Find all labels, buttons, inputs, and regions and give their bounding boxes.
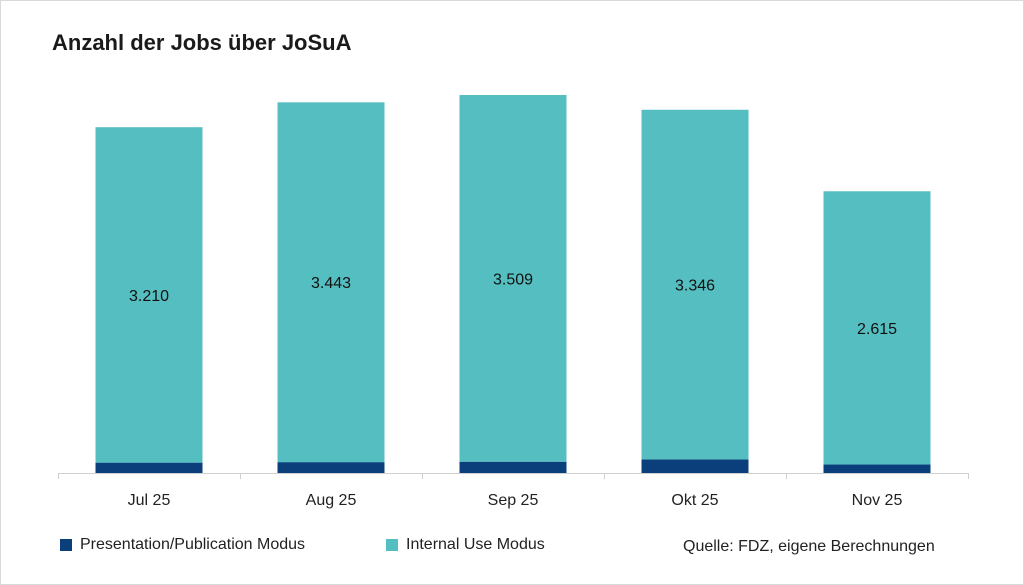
data-label: 3.346 [675,278,715,295]
legend-label-internal: Internal Use Modus [406,536,545,553]
bar-internal [277,102,385,463]
bar-presentation [95,462,203,473]
data-label: 3.210 [129,288,169,305]
bar-presentation [277,462,385,473]
data-label: 3.509 [493,271,533,288]
legend-swatch-internal [386,539,398,551]
source-note: Quelle: FDZ, eigene Berechnungen [683,538,935,555]
x-tick-label: Okt 25 [671,492,718,509]
x-tick-label: Jul 25 [128,492,171,509]
x-tick-label: Nov 25 [852,492,903,509]
data-label: 2.615 [857,321,897,338]
legend-swatch-presentation [60,539,72,551]
bar-internal [95,127,203,463]
bar-presentation [641,459,749,473]
legend-item-internal: Internal Use Modus [386,536,545,554]
bar-internal [641,109,749,460]
legend-item-presentation: Presentation/Publication Modus [60,536,305,554]
x-tick-label: Aug 25 [306,492,357,509]
x-tick-label: Sep 25 [488,492,539,509]
chart-title: Anzahl der Jobs über JoSuA [52,30,352,55]
bar-presentation [459,461,567,473]
bar-presentation [823,464,931,473]
data-label: 3.443 [311,275,351,292]
bar-internal [459,95,567,462]
legend-label-presentation: Presentation/Publication Modus [80,536,306,553]
bar-internal [823,191,931,465]
